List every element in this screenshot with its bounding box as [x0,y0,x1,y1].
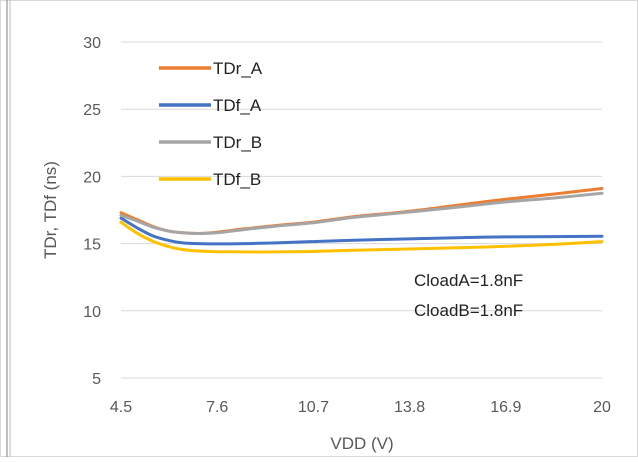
series-line-tdf-b [119,220,604,254]
legend-label-tdf-a: TDf_A [213,96,262,115]
x-tick-label-7-6: 7.6 [206,399,228,416]
annotation-cloadb: CloadB=1.8nF [414,301,523,320]
y-tick-label-10: 10 [83,304,101,321]
legend-label-tdr-a: TDr_A [213,59,263,78]
series-lines [119,187,604,254]
legend: TDr_A TDf_A TDr_B TDf_B [159,59,263,189]
x-tick-label-10-7: 10.7 [298,399,329,416]
y-axis-title: TDr, TDf (ns) [41,161,60,259]
y-tick-label-15: 15 [83,237,101,254]
y-tick-label-5: 5 [92,371,101,388]
annotation-cloada: CloadA=1.8nF [414,271,523,290]
x-tick-label-13-8: 13.8 [394,399,425,416]
x-tick-label-4-5: 4.5 [110,399,132,416]
y-tick-labels: 5 10 15 20 25 30 [83,35,101,388]
y-tick-label-30: 30 [83,35,101,52]
legend-label-tdr-b: TDr_B [213,133,262,152]
y-tick-label-25: 25 [83,102,101,119]
x-tick-label-20: 20 [593,399,611,416]
x-tick-labels: 4.5 7.6 10.7 13.8 16.9 20 [110,399,611,416]
series-line-tdr-b [119,191,604,236]
x-axis-title: VDD (V) [330,434,393,453]
y-tick-label-20: 20 [83,169,101,186]
legend-label-tdf-b: TDf_B [213,170,261,189]
series-line-tdf-a [119,216,604,246]
x-tick-label-16-9: 16.9 [490,399,521,416]
